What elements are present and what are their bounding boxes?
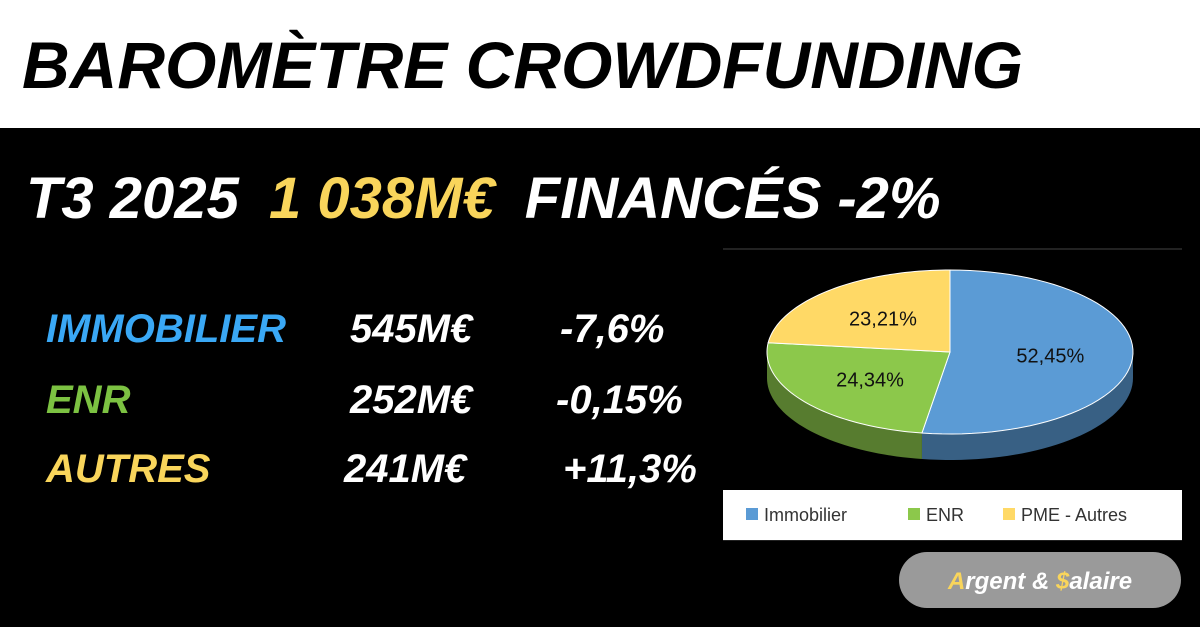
row-amount: 252M€ [349,378,474,422]
row-label: IMMOBILIER [46,307,286,351]
header-band [0,0,1200,128]
table: IMMOBILIER 545M€ -7,6% ENR 252M€ -0,15% … [45,307,697,491]
headline: T3 2025 1 038M€ FINANCÉS -2% [26,166,941,231]
headline-amount: 1 038M€ [269,166,497,231]
row-change: +11,3% [563,447,697,491]
badge-part: alaire [1069,568,1132,595]
badge: Argent & $alaire [899,552,1181,608]
row-label: ENR [46,378,131,422]
pie-side [767,352,922,460]
row-change: -7,6% [560,307,665,351]
row-amount: 241M€ [343,447,468,491]
badge-part: A [947,568,965,595]
legend-swatch [1003,508,1015,520]
headline-rest: FINANCÉS -2% [525,166,941,231]
header-title: BAROMÈTRE CROWDFUNDING [22,28,1023,102]
legend-label: PME - Autres [1021,505,1127,525]
row-label: AUTRES [45,447,211,491]
legend-swatch [746,508,758,520]
badge-part: $ [1055,568,1070,595]
pie-side [921,352,1133,460]
legend-label: ENR [926,505,964,525]
headline-period: T3 2025 [26,166,240,231]
pie-slice [767,269,951,353]
pie-value-label: 52,45% [1016,345,1084,367]
legend-label: Immobilier [764,505,847,525]
legend-swatch [908,508,920,520]
pie-value-label: 23,21% [849,308,917,330]
row-amount: 545M€ [350,307,474,351]
pie-slice [921,269,1134,435]
badge-part: rgent & [965,568,1056,595]
pie-value-label: 24,34% [836,369,904,391]
pie-slice [766,342,951,434]
legend-band [723,490,1182,540]
badge-pill [899,552,1181,608]
badge-text: Argent & $alaire [947,568,1132,595]
pie-chart: 52,45% 24,34% 23,21% Immobilier ENR PME - Aut… [746,269,1134,525]
row-change: -0,15% [556,378,683,422]
